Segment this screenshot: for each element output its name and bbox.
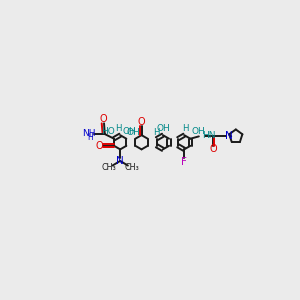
Text: H: H [116, 124, 122, 134]
Text: H: H [153, 128, 159, 137]
Text: O: O [99, 115, 107, 124]
Text: N: N [116, 156, 124, 166]
Text: N: N [225, 131, 233, 141]
Text: OH: OH [191, 127, 205, 136]
Text: CH₃: CH₃ [101, 164, 116, 172]
Text: H: H [87, 133, 93, 142]
Text: OH: OH [156, 124, 170, 133]
Text: CH₃: CH₃ [124, 164, 139, 172]
Text: F: F [181, 157, 187, 167]
Text: OH: OH [127, 128, 141, 137]
Text: O: O [138, 117, 146, 127]
Text: O: O [96, 141, 103, 151]
Text: HN: HN [202, 131, 215, 140]
Text: H: H [182, 124, 188, 134]
Text: O: O [210, 145, 217, 154]
Text: HO: HO [101, 127, 115, 136]
Text: NH: NH [82, 129, 95, 138]
Text: OH: OH [122, 127, 136, 136]
